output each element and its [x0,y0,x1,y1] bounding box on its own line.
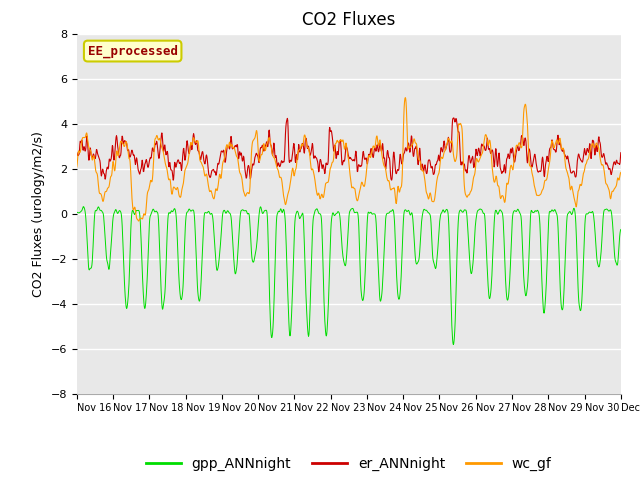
Y-axis label: CO2 Fluxes (urology/m2/s): CO2 Fluxes (urology/m2/s) [32,131,45,297]
Legend: gpp_ANNnight, er_ANNnight, wc_gf: gpp_ANNnight, er_ANNnight, wc_gf [140,451,557,477]
Title: CO2 Fluxes: CO2 Fluxes [302,11,396,29]
Text: EE_processed: EE_processed [88,44,178,58]
